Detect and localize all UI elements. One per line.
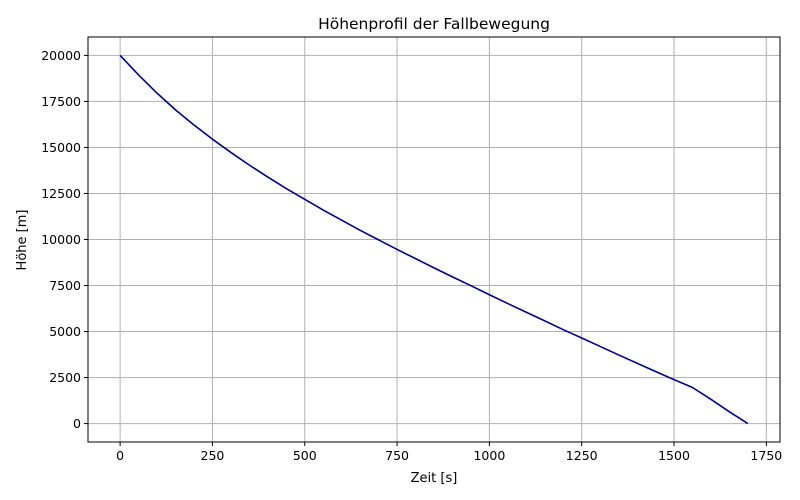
x-tick-label: 1500 bbox=[658, 448, 690, 463]
y-tick-label: 15000 bbox=[41, 140, 81, 155]
y-tick-label: 17500 bbox=[41, 94, 81, 109]
y-tick-label: 12500 bbox=[41, 186, 81, 201]
x-tick-label: 1000 bbox=[473, 448, 505, 463]
x-tick-label: 1750 bbox=[750, 448, 782, 463]
x-axis-label: Zeit [s] bbox=[411, 471, 458, 486]
x-tick-label: 250 bbox=[201, 448, 225, 463]
series-line bbox=[119, 54, 749, 425]
x-tick-label: 750 bbox=[385, 448, 409, 463]
y-tick-label: 10000 bbox=[41, 232, 81, 247]
grid bbox=[88, 37, 780, 442]
x-tick-label: 500 bbox=[293, 448, 317, 463]
y-tick-label: 20000 bbox=[41, 48, 81, 63]
plot-frame bbox=[87, 36, 781, 443]
x-tick-label: 0 bbox=[116, 448, 124, 463]
chart-title: Höhenprofil der Fallbewegung bbox=[318, 15, 550, 33]
x-tick-label: 1250 bbox=[566, 448, 598, 463]
y-tick-label: 2500 bbox=[49, 370, 81, 385]
y-tick-label: 5000 bbox=[49, 324, 81, 339]
y-axis-label: Höhe [m] bbox=[15, 210, 30, 271]
series-group bbox=[119, 54, 749, 425]
axis-ticks: 0 250 500 750 1000 1250 1500 175002500500075001… bbox=[41, 48, 782, 463]
y-tick-label: 7500 bbox=[49, 278, 81, 293]
y-tick-label: 0 bbox=[73, 416, 81, 431]
